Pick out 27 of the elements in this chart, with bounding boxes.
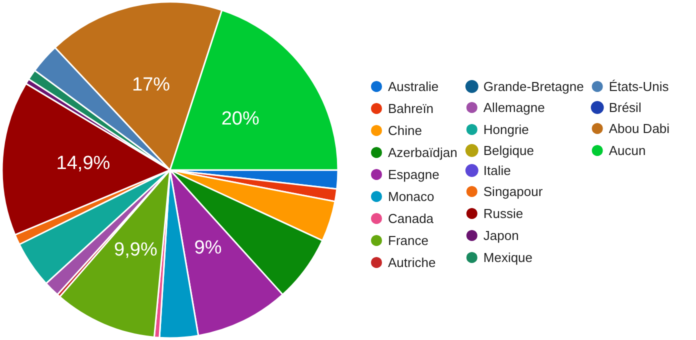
legend-label: Brésil bbox=[608, 100, 642, 115]
legend-label: Italie bbox=[483, 163, 511, 178]
legend-label: Belgique bbox=[483, 143, 534, 158]
data-label: 9,9% bbox=[114, 239, 158, 260]
legend-label: Azerbaïdjan bbox=[388, 145, 458, 160]
legend-label: Allemagne bbox=[483, 100, 545, 115]
data-label: 17% bbox=[132, 74, 170, 96]
legend-label: Autriche bbox=[388, 255, 436, 270]
legend-label: Chine bbox=[388, 123, 422, 138]
legend-label: Espagne bbox=[388, 167, 440, 182]
data-label: 20% bbox=[221, 108, 260, 130]
legend-label: Bahreïn bbox=[388, 101, 434, 116]
data-label: 14,9% bbox=[56, 153, 110, 174]
legend-label: Aucun bbox=[608, 143, 646, 158]
legend-label: Mexique bbox=[483, 250, 533, 265]
legend-label: Monaco bbox=[388, 189, 434, 204]
legend-label: États-Unis bbox=[608, 79, 670, 94]
legend-label: Hongrie bbox=[483, 122, 529, 137]
legend-label: Grande-Bretagne bbox=[483, 79, 584, 94]
legend-label: France bbox=[388, 233, 428, 248]
legend-label: Canada bbox=[388, 211, 434, 226]
legend-label: Russie bbox=[483, 206, 524, 221]
data-label: 9% bbox=[194, 238, 222, 259]
legend-label: Japon bbox=[483, 228, 519, 243]
legend-label: Singapour bbox=[483, 184, 544, 199]
legend-label: Abou Dabi bbox=[608, 121, 670, 136]
legend-label: Australie bbox=[388, 79, 439, 94]
